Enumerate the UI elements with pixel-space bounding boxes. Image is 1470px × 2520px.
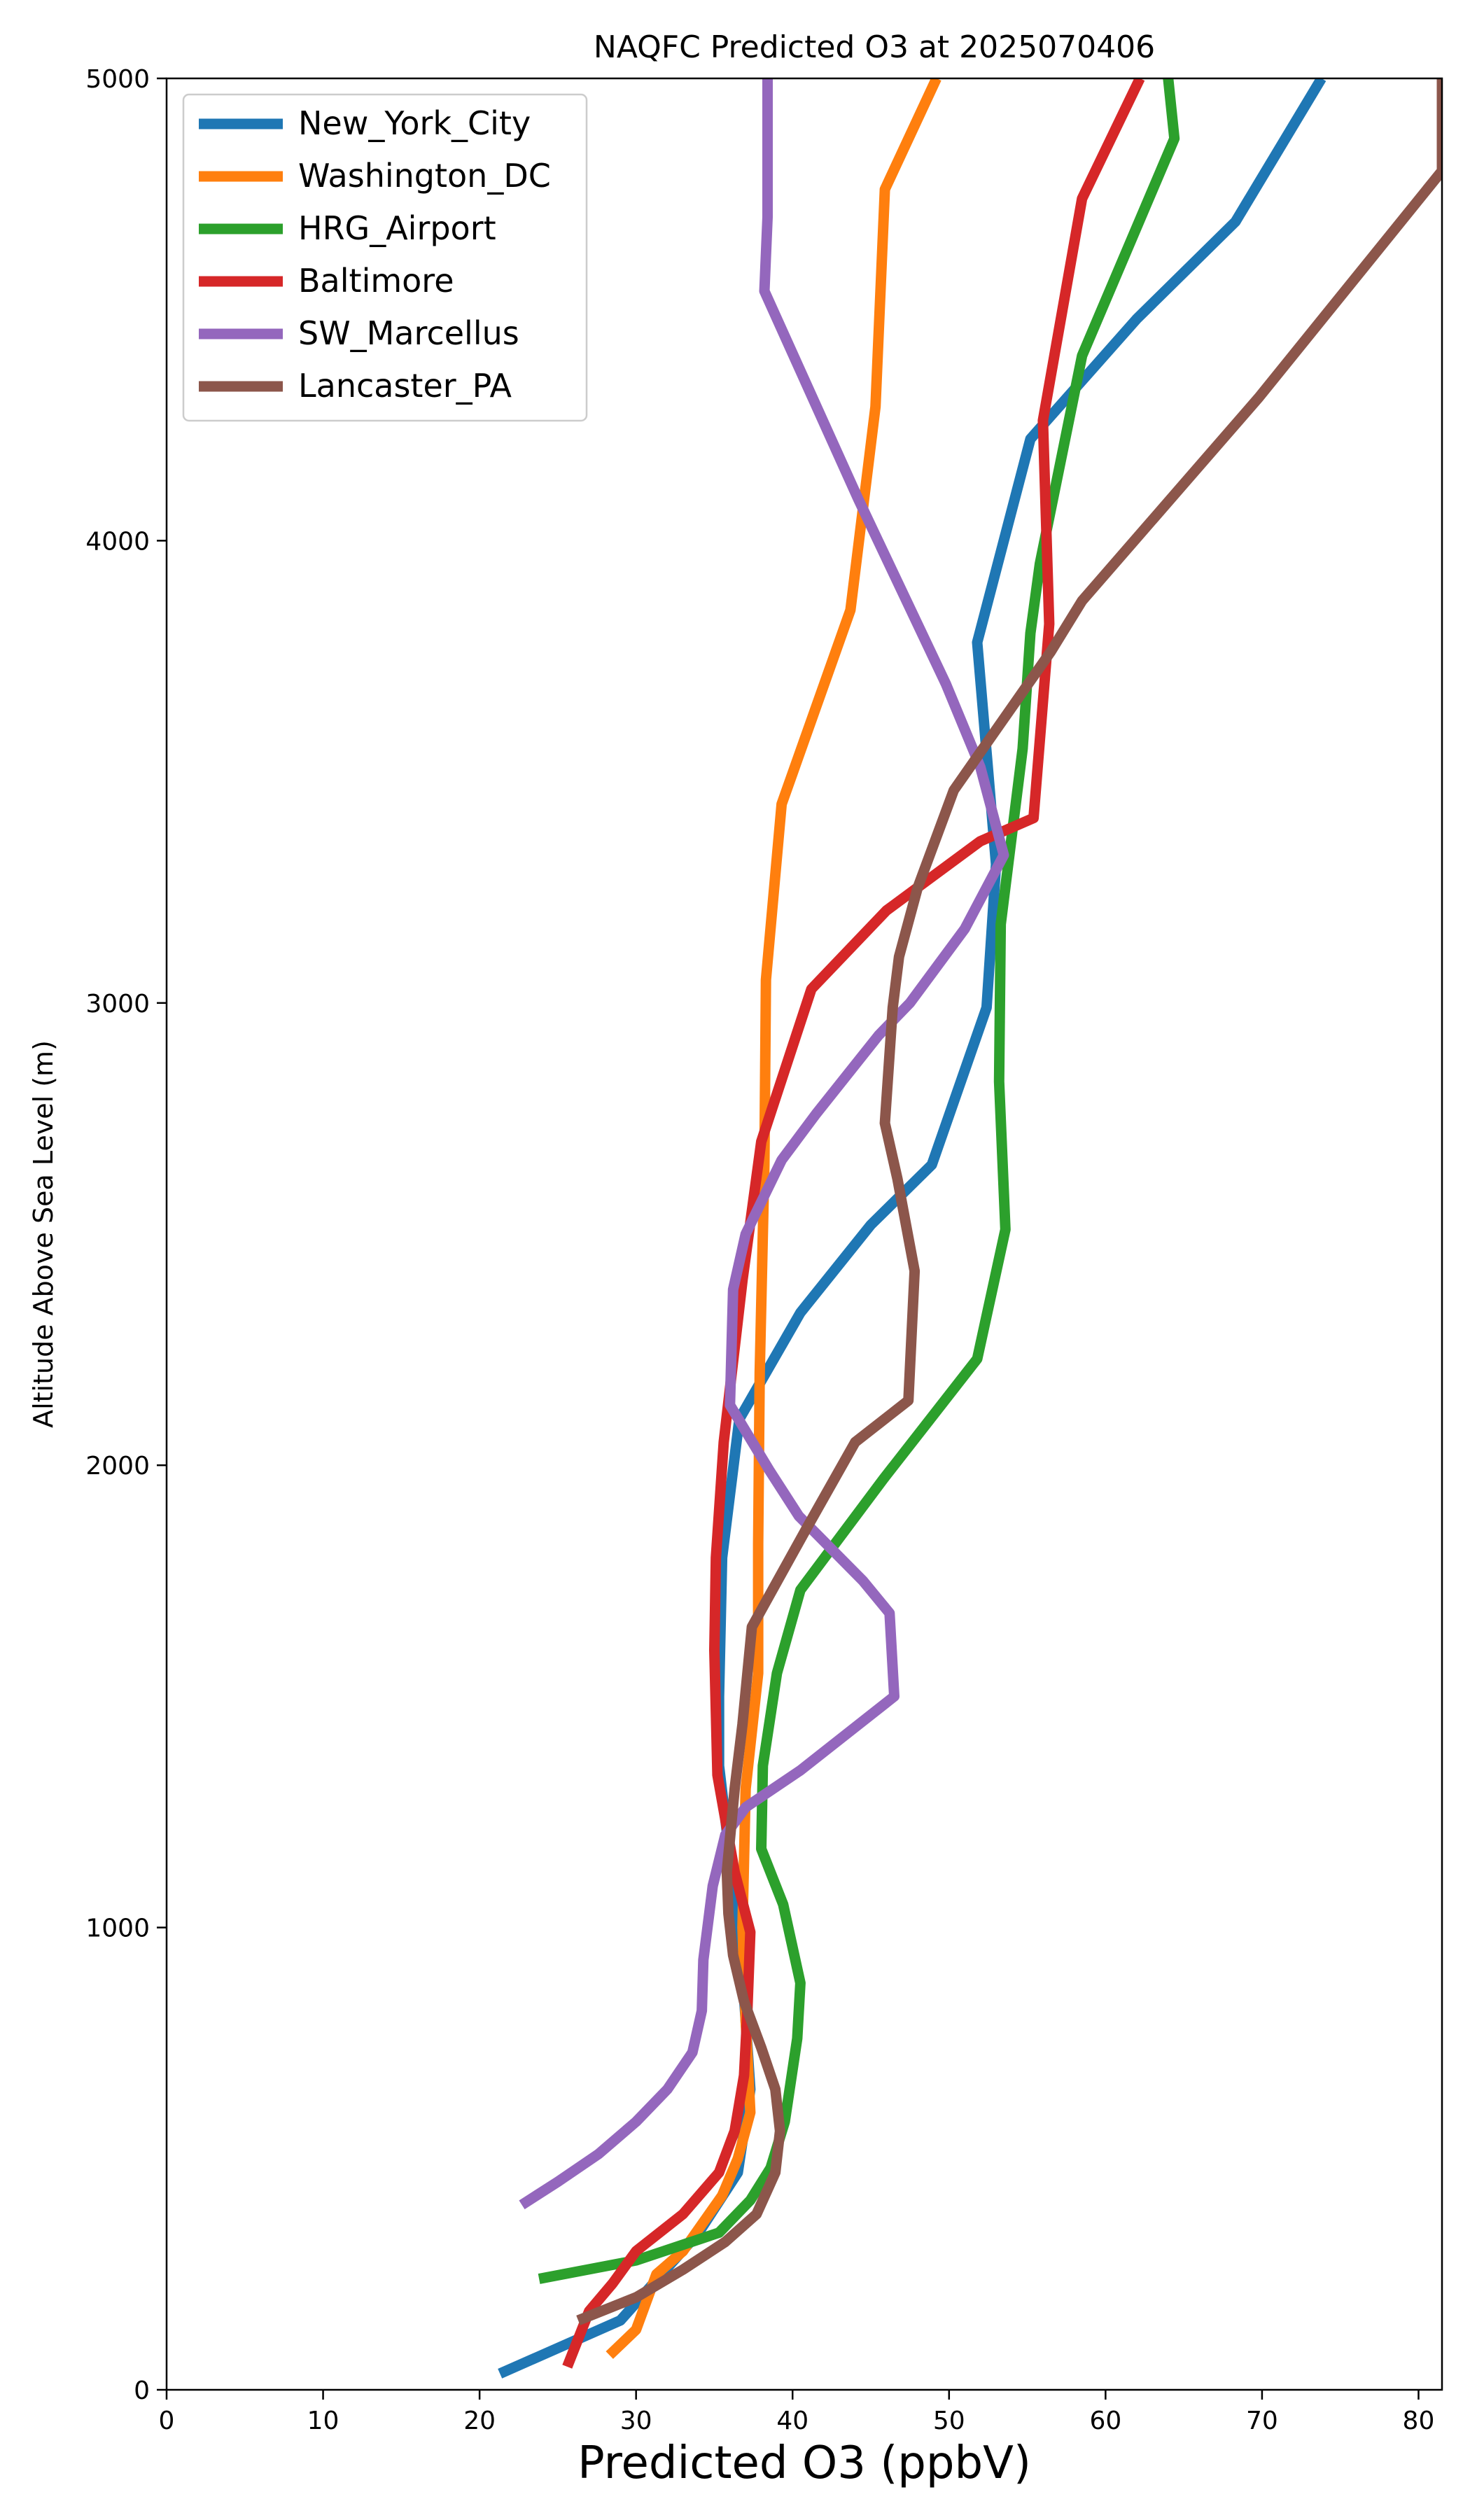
axes-frame (165, 77, 1443, 2391)
x-tick-label: 70 (1246, 2407, 1278, 2435)
legend-box (182, 93, 588, 422)
x-axis-ticks: 0 10 20 30 40 50 60 70 80 (159, 2390, 1435, 2435)
x-tick-label: 10 (307, 2407, 340, 2435)
legend-label: Baltimore (298, 262, 454, 300)
y-tick-label: 3000 (85, 990, 150, 1018)
x-axis-label: Predicted O3 (ppbV) (578, 2437, 1031, 2489)
series-layer (498, 78, 1442, 2379)
x-tick-label: 40 (776, 2407, 808, 2435)
series-line-washington-dc (606, 78, 941, 2359)
y-tick-label: 4000 (85, 527, 150, 556)
x-tick-label: 0 (159, 2407, 175, 2435)
y-tick-label: 5000 (85, 65, 150, 94)
legend-label: Lancaster_PA (298, 367, 512, 405)
legend-label: HRG_Airport (298, 209, 496, 247)
x-tick-label: 60 (1089, 2407, 1121, 2435)
legend-label: Washington_DC (298, 157, 551, 195)
x-tick-label: 80 (1403, 2407, 1435, 2435)
series-line-hrg-airport (538, 78, 1180, 2284)
y-tick-label: 2000 (85, 1452, 150, 1480)
legend-label: SW_Marcellus (298, 314, 519, 352)
series-line-sw-marcellus (519, 78, 1009, 2210)
series-line-baltimore (562, 78, 1145, 2369)
y-axis-label: Altitude Above Sea Level (m) (28, 1040, 59, 1428)
x-tick-label: 30 (620, 2407, 652, 2435)
chart-title: NAQFC Predicted O3 at 2025070406 (594, 29, 1155, 65)
series-line-lancaster-pa (576, 78, 1442, 2325)
x-tick-label: 20 (463, 2407, 496, 2435)
legend-label: New_York_City (298, 104, 531, 142)
y-tick-label: 1000 (85, 1914, 150, 1943)
y-axis-ticks: 0 1000 2000 3000 4000 5000 (85, 65, 167, 2405)
y-tick-label: 0 (134, 2376, 150, 2405)
legend: New_York_City Washington_DC HRG_Airport Bal… (182, 93, 588, 422)
x-tick-label: 50 (933, 2407, 965, 2435)
